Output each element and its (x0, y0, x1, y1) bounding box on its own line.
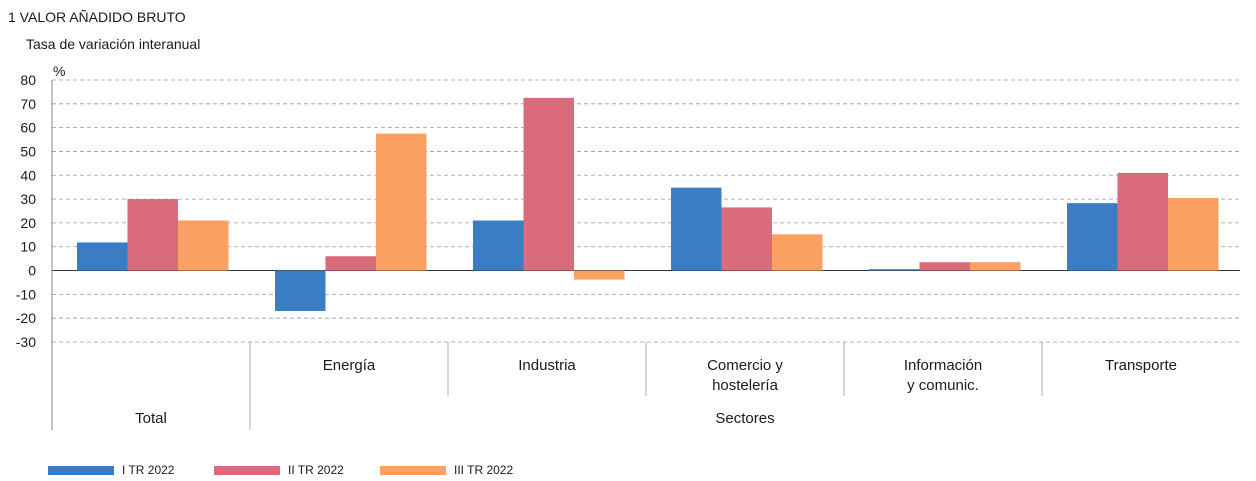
bar (772, 234, 823, 271)
bar (1168, 197, 1219, 271)
y-tick-label: 50 (20, 143, 36, 159)
category-label: Industria (518, 357, 576, 374)
category-label: Comercio y (707, 357, 783, 374)
legend-label: III TR 2022 (454, 463, 514, 477)
legend-swatch (48, 465, 114, 475)
chart-legend: I TR 2022 II TR 2022 III TR 2022 (0, 463, 1256, 481)
bar (869, 269, 920, 271)
chart-subtitle: Tasa de variación interanual (26, 36, 201, 52)
bar (127, 199, 178, 271)
bar (721, 207, 772, 271)
chart-title: 1 VALOR AÑADIDO BRUTO (8, 9, 186, 25)
bar (523, 97, 574, 271)
bar (919, 262, 970, 271)
legend-item: III TR 2022 (380, 463, 513, 477)
bar (275, 270, 326, 312)
category-label: Energía (323, 357, 376, 374)
group-label: Total (135, 410, 167, 427)
y-tick-label: -20 (16, 310, 36, 326)
y-tick-label: 80 (20, 72, 36, 88)
bar (376, 133, 427, 271)
y-tick-label: 20 (20, 215, 36, 231)
legend-label: II TR 2022 (288, 463, 344, 477)
category-label: Información (904, 357, 982, 374)
bar (1067, 203, 1118, 271)
bar (178, 220, 229, 271)
y-tick-label: 40 (20, 167, 36, 183)
bar (77, 242, 128, 271)
category-label: y comunic. (907, 377, 979, 394)
bar (473, 220, 524, 271)
y-tick-label: 10 (20, 239, 36, 255)
legend-item: I TR 2022 (48, 463, 174, 477)
legend-swatch (214, 465, 280, 475)
category-label: Transporte (1105, 357, 1177, 374)
y-tick-label: 70 (20, 96, 36, 112)
group-label: Sectores (715, 410, 774, 427)
y-tick-label: 30 (20, 191, 36, 207)
y-tick-label: 0 (28, 263, 36, 279)
legend-item: II TR 2022 (214, 463, 344, 477)
bar (671, 187, 722, 271)
bar (970, 262, 1021, 271)
bar (1117, 172, 1168, 271)
y-tick-label: -10 (16, 286, 36, 302)
bar (325, 256, 376, 271)
category-label: hostelería (712, 377, 779, 394)
legend-label: I TR 2022 (122, 463, 175, 477)
y-axis-unit: % (53, 63, 65, 79)
y-tick-label: 60 (20, 120, 36, 136)
bar (574, 270, 625, 280)
y-tick-label: -30 (16, 334, 36, 350)
legend-swatch (380, 465, 446, 475)
